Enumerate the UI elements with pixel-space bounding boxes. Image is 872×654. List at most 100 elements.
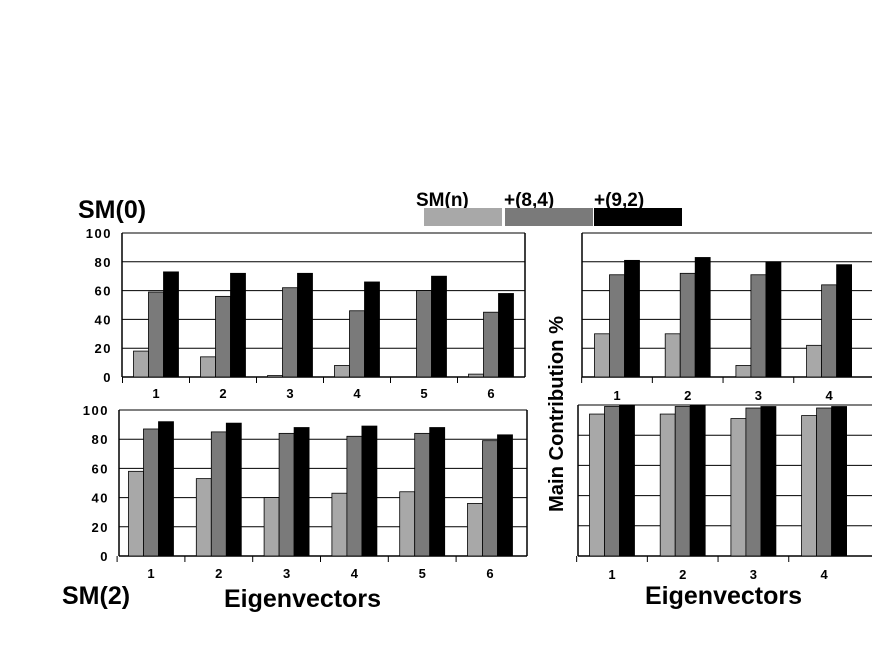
bar-2 xyxy=(745,407,762,557)
bar-2 xyxy=(821,284,837,378)
bar-1 xyxy=(128,470,144,557)
bar-3 xyxy=(689,404,706,557)
x-tick-label: 5 xyxy=(420,386,427,401)
bar-2 xyxy=(414,432,431,557)
x-tick-label: 1 xyxy=(608,567,615,582)
bar-3 xyxy=(624,259,640,378)
y-tick-label: 0 xyxy=(103,370,112,385)
bar-3 xyxy=(831,406,847,557)
bar-1 xyxy=(659,413,676,557)
x-tick-label: 3 xyxy=(283,566,290,581)
x-tick-label: 1 xyxy=(147,566,154,581)
bar-2 xyxy=(750,274,767,378)
bar-1 xyxy=(267,375,283,378)
y-tick-label: 80 xyxy=(95,255,112,270)
x-tick-label: 4 xyxy=(820,567,828,582)
bar-2 xyxy=(416,290,432,378)
bar-2 xyxy=(282,287,298,378)
bar-2 xyxy=(679,272,696,378)
bar-3 xyxy=(619,404,635,557)
x-tick-label: 4 xyxy=(353,386,361,401)
x-tick-label: 6 xyxy=(486,566,493,581)
y-tick-label: 20 xyxy=(95,341,112,356)
bar-1 xyxy=(467,503,483,557)
x-axis-label-right: Eigenvectors xyxy=(645,582,802,610)
bar-3 xyxy=(694,257,711,378)
y-tick-label: 0 xyxy=(100,549,109,564)
bar-1 xyxy=(801,415,817,557)
bar-3 xyxy=(297,272,313,378)
bar-2 xyxy=(482,440,498,557)
chart-panel-4: 1 2 3 4 xyxy=(576,404,872,582)
x-tick-label: 2 xyxy=(679,567,686,582)
y-axis-label: Main Contribution % xyxy=(546,316,568,512)
x-tick-label: 1 xyxy=(613,388,620,403)
y-tick-label: 80 xyxy=(92,432,109,447)
bar-2 xyxy=(148,291,164,378)
bar-1 xyxy=(806,344,822,378)
bar-2 xyxy=(674,406,691,557)
bar-3 xyxy=(361,425,378,557)
x-tick-label: 2 xyxy=(219,386,226,401)
bar-3 xyxy=(765,261,782,378)
legend-label-84: +(8,4) xyxy=(504,190,554,211)
bottom-left-title: SM(2) xyxy=(62,582,130,610)
x-tick-label: 5 xyxy=(419,566,426,581)
y-tick-label: 60 xyxy=(92,461,109,476)
bar-2 xyxy=(278,432,295,557)
bar-2 xyxy=(604,406,620,557)
chart-panel-2: 0 20 40 60 80 100 1 2 3 4 5 6 xyxy=(83,403,528,581)
bar-3 xyxy=(760,406,777,557)
x-tick-label: 2 xyxy=(215,566,222,581)
legend-swatch-smn xyxy=(424,208,502,226)
x-tick-label: 2 xyxy=(684,388,691,403)
bar-1 xyxy=(594,333,610,378)
x-tick-label: 3 xyxy=(286,386,293,401)
bar-1 xyxy=(200,356,216,378)
bar-1 xyxy=(263,497,280,557)
bar-2 xyxy=(609,274,625,378)
bar-2 xyxy=(816,407,832,557)
bar-2 xyxy=(215,295,231,378)
bar-3 xyxy=(497,434,513,557)
legend-label-92: +(9,2) xyxy=(594,190,644,211)
legend-label-smn: SM(n) xyxy=(416,190,469,211)
bar-3 xyxy=(836,264,852,378)
bar-1 xyxy=(735,365,752,378)
x-tick-label: 4 xyxy=(351,566,359,581)
bar-1 xyxy=(133,350,149,378)
x-tick-label: 6 xyxy=(487,386,494,401)
bar-2 xyxy=(349,310,365,378)
bar-3 xyxy=(364,281,380,378)
bar-1 xyxy=(589,413,605,557)
chart-panel-1: 0 20 40 60 80 100 1 2 3 4 5 6 xyxy=(86,226,526,401)
bar-2 xyxy=(143,428,159,557)
bar-1 xyxy=(334,365,350,378)
bar-1 xyxy=(730,418,747,557)
x-tick-label: 1 xyxy=(152,386,159,401)
bar-2 xyxy=(483,311,499,378)
y-tick-label: 20 xyxy=(92,520,109,535)
x-tick-label: 4 xyxy=(825,388,833,403)
chart-panel-3: 1 2 3 4 xyxy=(581,232,872,403)
y-tick-label: 100 xyxy=(83,403,109,418)
x-axis-label-left: Eigenvectors xyxy=(224,585,381,613)
bar-1 xyxy=(195,478,212,557)
x-tick-label: 3 xyxy=(750,567,757,582)
top-left-title: SM(0) xyxy=(78,196,146,224)
bar-1 xyxy=(399,491,416,557)
bar-1 xyxy=(331,492,348,557)
bar-3 xyxy=(158,421,174,557)
bar-2 xyxy=(210,431,227,557)
bar-3 xyxy=(431,275,447,378)
bar-2 xyxy=(346,435,363,557)
legend-swatch-92 xyxy=(594,208,682,226)
bar-3 xyxy=(230,272,246,378)
bar-3 xyxy=(429,427,446,557)
y-tick-label: 40 xyxy=(95,312,112,327)
bar-3 xyxy=(225,422,242,557)
y-tick-label: 60 xyxy=(95,284,112,299)
bar-1 xyxy=(664,333,681,378)
